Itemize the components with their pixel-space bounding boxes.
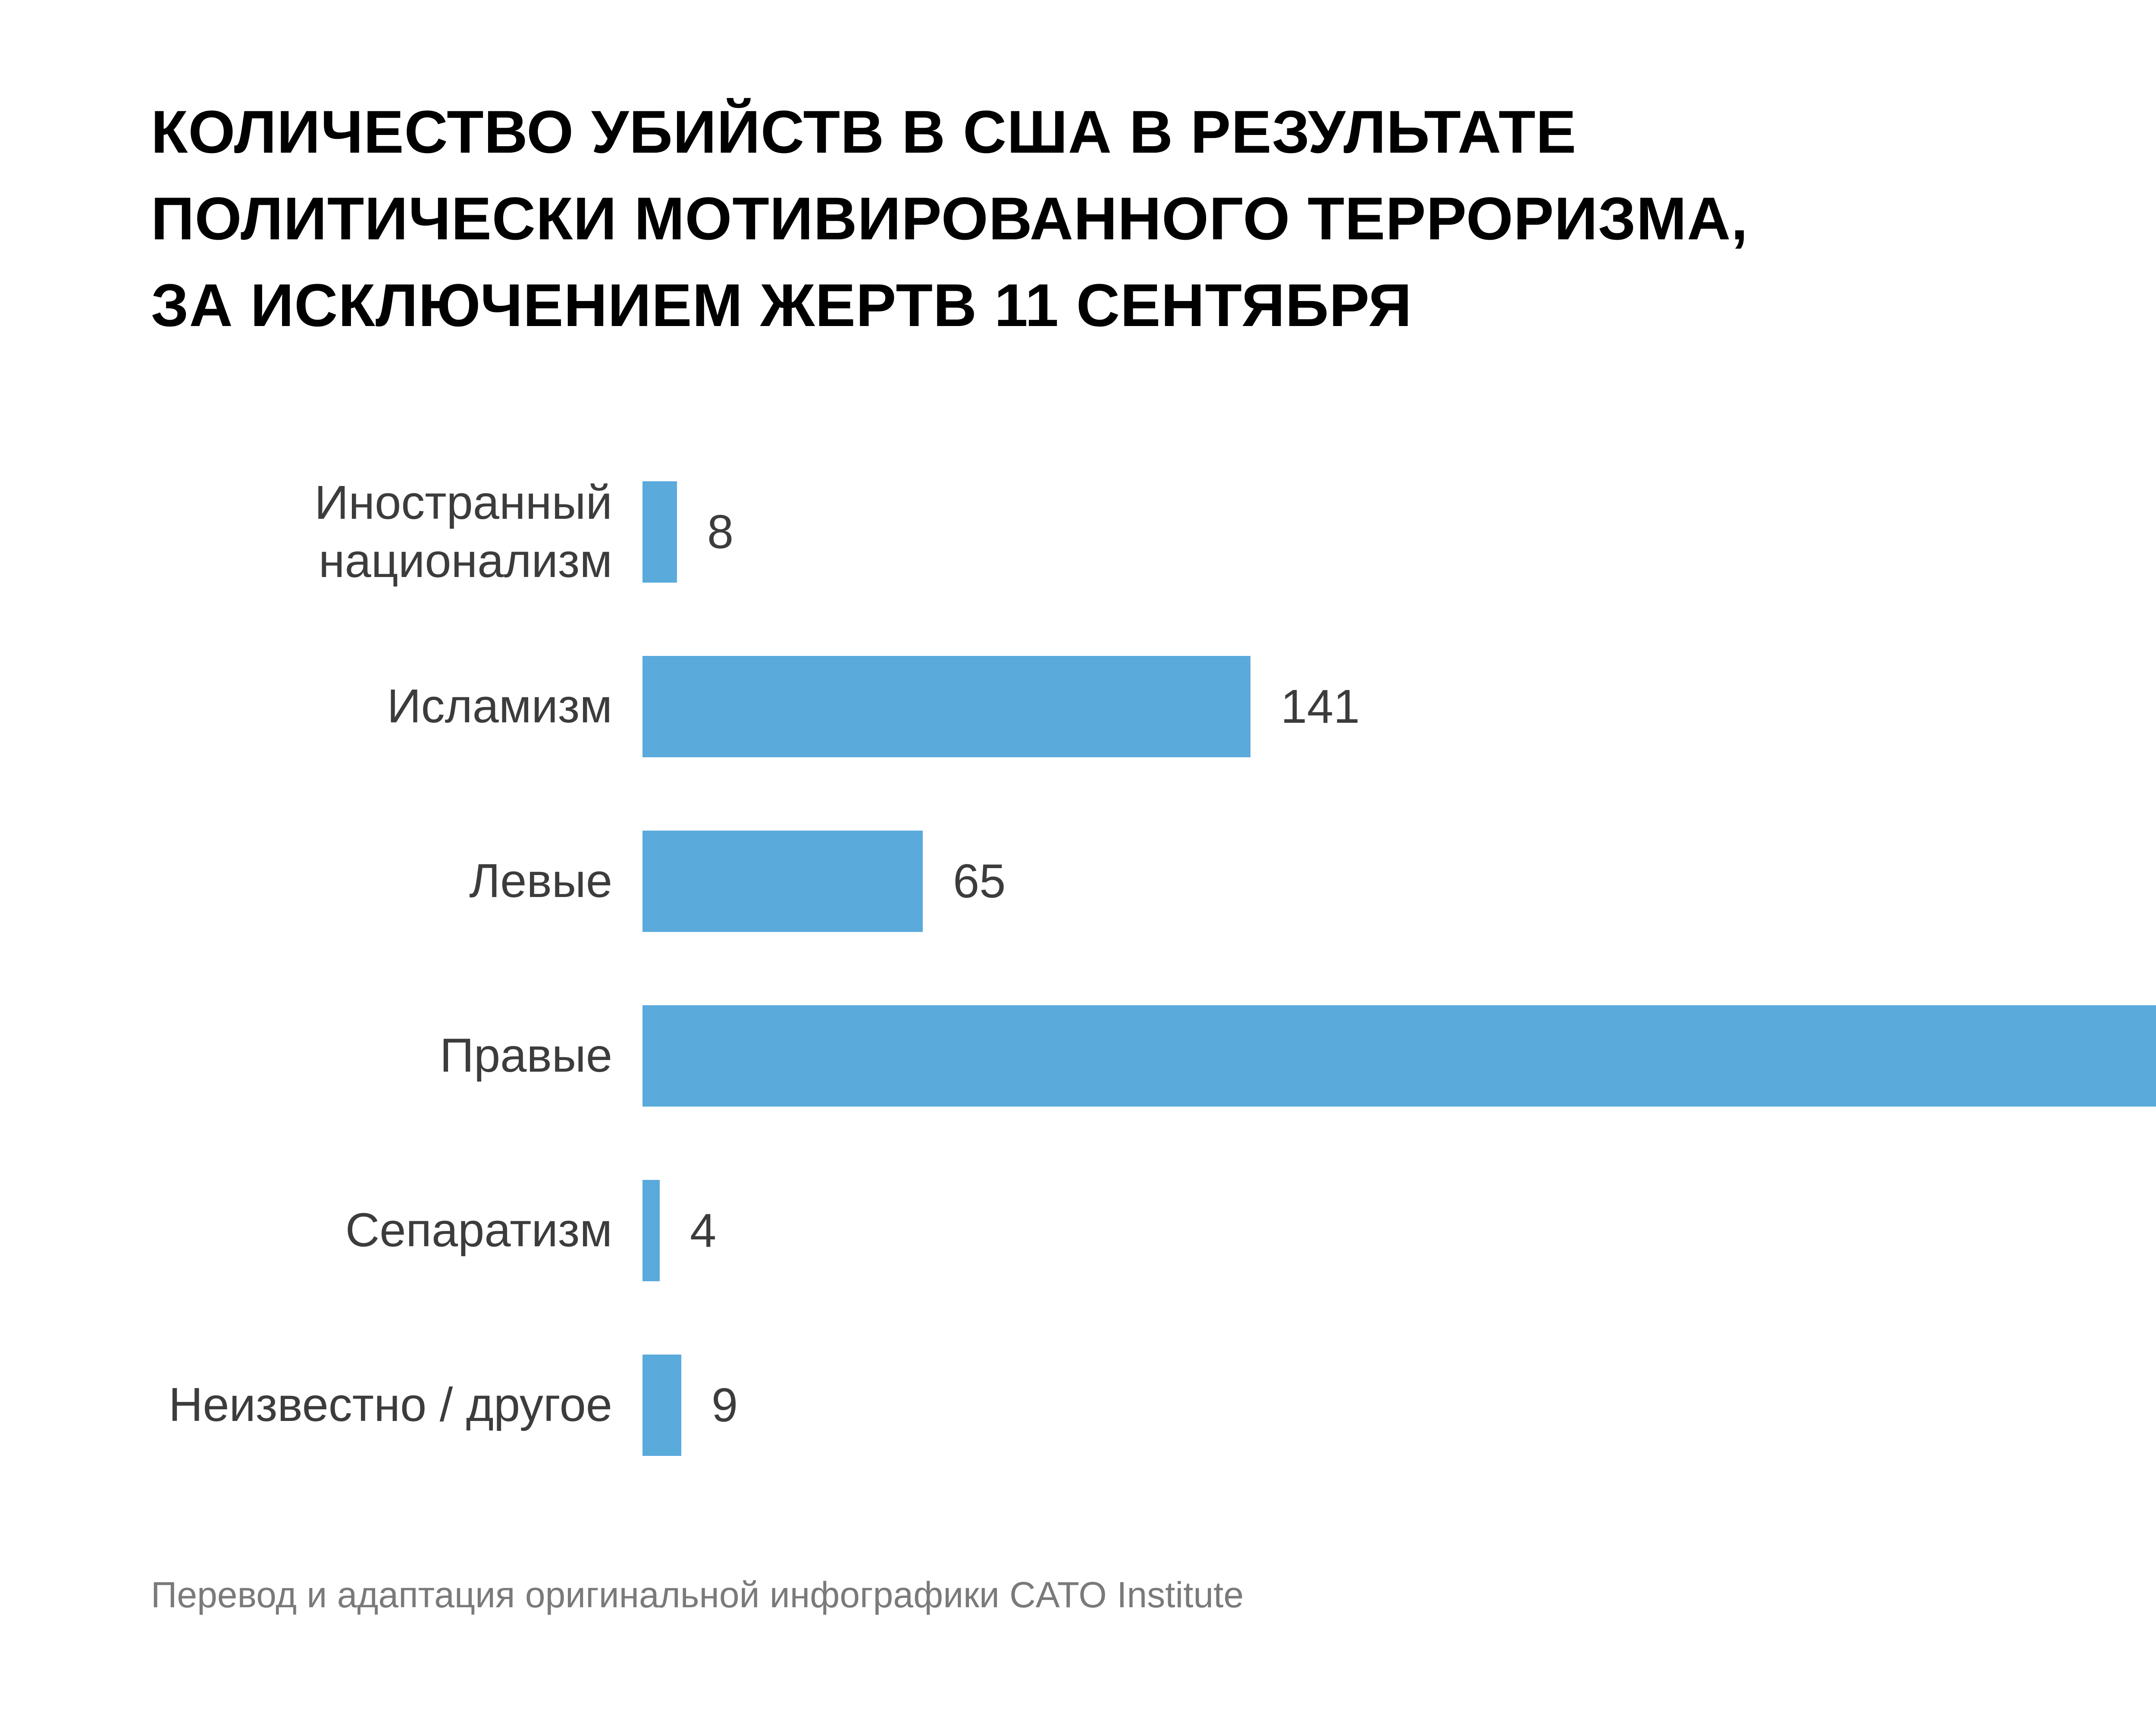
bar	[642, 481, 677, 583]
category-label: Исламизм	[387, 680, 612, 733]
category-label: Левые	[469, 854, 612, 908]
chart-title-line-1: КОЛИЧЕСТВО УБИЙСТВ В США В РЕЗУЛЬТАТЕ	[151, 98, 1577, 166]
value-label: 65	[953, 855, 1006, 908]
chart-row: Левые 65	[151, 794, 2156, 969]
value-label: 8	[707, 505, 734, 558]
chart-title: КОЛИЧЕСТВО УБИЙСТВ В США В РЕЗУЛЬТАТЕ ПО…	[151, 88, 1748, 348]
chart-row: Иностранный национализм 8	[151, 445, 2156, 619]
bar	[642, 1180, 660, 1281]
category-label: Сепаратизм	[345, 1204, 612, 1257]
chart-row: Неизвестно / другое 9	[151, 1318, 2156, 1493]
category-label: Правые	[439, 1029, 612, 1082]
chart-row: Исламизм 141	[151, 619, 2156, 794]
value-label: 4	[690, 1204, 717, 1257]
chart-row: Сепаратизм 4	[151, 1143, 2156, 1318]
bar	[642, 656, 1250, 757]
chart-row: Правые 391	[151, 969, 2156, 1143]
category-label: Неизвестно / другое	[168, 1378, 612, 1432]
category-label: Иностранный национализм	[314, 476, 612, 587]
value-label: 9	[711, 1379, 738, 1432]
value-label: 141	[1281, 680, 1360, 733]
chart-title-line-3: ЗА ИСКЛЮЧЕНИЕМ ЖЕРТВ 11 СЕНТЯБРЯ	[151, 271, 1412, 339]
bar-chart: Иностранный национализм 8 Исламизм 141 Л…	[151, 445, 2156, 1493]
bar	[642, 831, 923, 932]
bar	[642, 1005, 2156, 1107]
chart-title-line-2: ПОЛИТИЧЕСКИ МОТИВИРОВАННОГО ТЕРРОРИЗМА,	[151, 185, 1749, 252]
bar	[642, 1355, 681, 1456]
credit-note: Перевод и адаптация оригинальной инфогра…	[151, 1574, 1244, 1615]
